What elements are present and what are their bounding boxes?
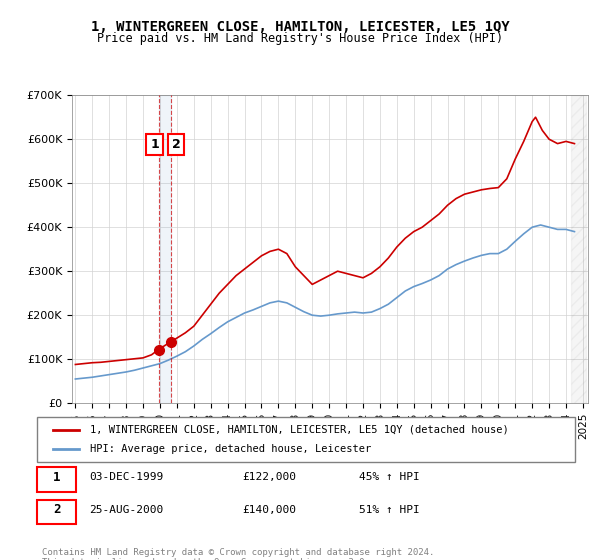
Text: £122,000: £122,000 <box>242 472 296 482</box>
FancyBboxPatch shape <box>37 467 76 492</box>
Text: 1: 1 <box>150 138 159 151</box>
Bar <box>158 95 171 403</box>
Text: £140,000: £140,000 <box>242 505 296 515</box>
FancyBboxPatch shape <box>37 417 575 463</box>
Text: 1, WINTERGREEN CLOSE, HAMILTON, LEICESTER, LE5 1QY: 1, WINTERGREEN CLOSE, HAMILTON, LEICESTE… <box>91 20 509 34</box>
Text: 2: 2 <box>53 503 61 516</box>
Text: 1, WINTERGREEN CLOSE, HAMILTON, LEICESTER, LE5 1QY (detached house): 1, WINTERGREEN CLOSE, HAMILTON, LEICESTE… <box>89 424 508 435</box>
Text: 2: 2 <box>172 138 181 151</box>
Text: 45% ↑ HPI: 45% ↑ HPI <box>359 472 419 482</box>
Text: 25-AUG-2000: 25-AUG-2000 <box>89 505 164 515</box>
Text: 51% ↑ HPI: 51% ↑ HPI <box>359 505 419 515</box>
Text: 03-DEC-1999: 03-DEC-1999 <box>89 472 164 482</box>
Text: Contains HM Land Registry data © Crown copyright and database right 2024.
This d: Contains HM Land Registry data © Crown c… <box>42 548 434 560</box>
Text: Price paid vs. HM Land Registry's House Price Index (HPI): Price paid vs. HM Land Registry's House … <box>97 32 503 45</box>
Text: 1: 1 <box>53 470 61 484</box>
Text: HPI: Average price, detached house, Leicester: HPI: Average price, detached house, Leic… <box>89 445 371 455</box>
FancyBboxPatch shape <box>37 500 76 525</box>
